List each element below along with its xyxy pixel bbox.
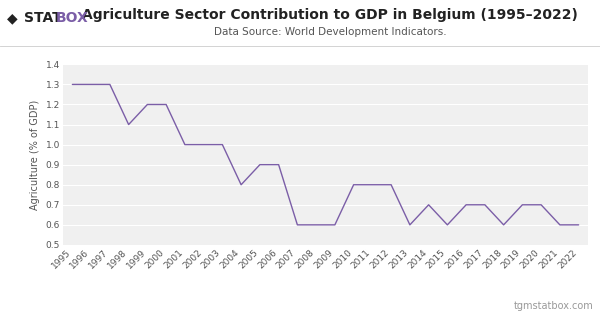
Text: BOX: BOX bbox=[56, 11, 89, 25]
Y-axis label: Agriculture (% of GDP): Agriculture (% of GDP) bbox=[30, 100, 40, 210]
Text: ◆: ◆ bbox=[7, 11, 18, 25]
Text: STAT: STAT bbox=[24, 11, 62, 25]
Text: Data Source: World Development Indicators.: Data Source: World Development Indicator… bbox=[214, 27, 446, 37]
Text: Agriculture Sector Contribution to GDP in Belgium (1995–2022): Agriculture Sector Contribution to GDP i… bbox=[82, 8, 578, 22]
Text: tgmstatbox.com: tgmstatbox.com bbox=[514, 301, 594, 311]
